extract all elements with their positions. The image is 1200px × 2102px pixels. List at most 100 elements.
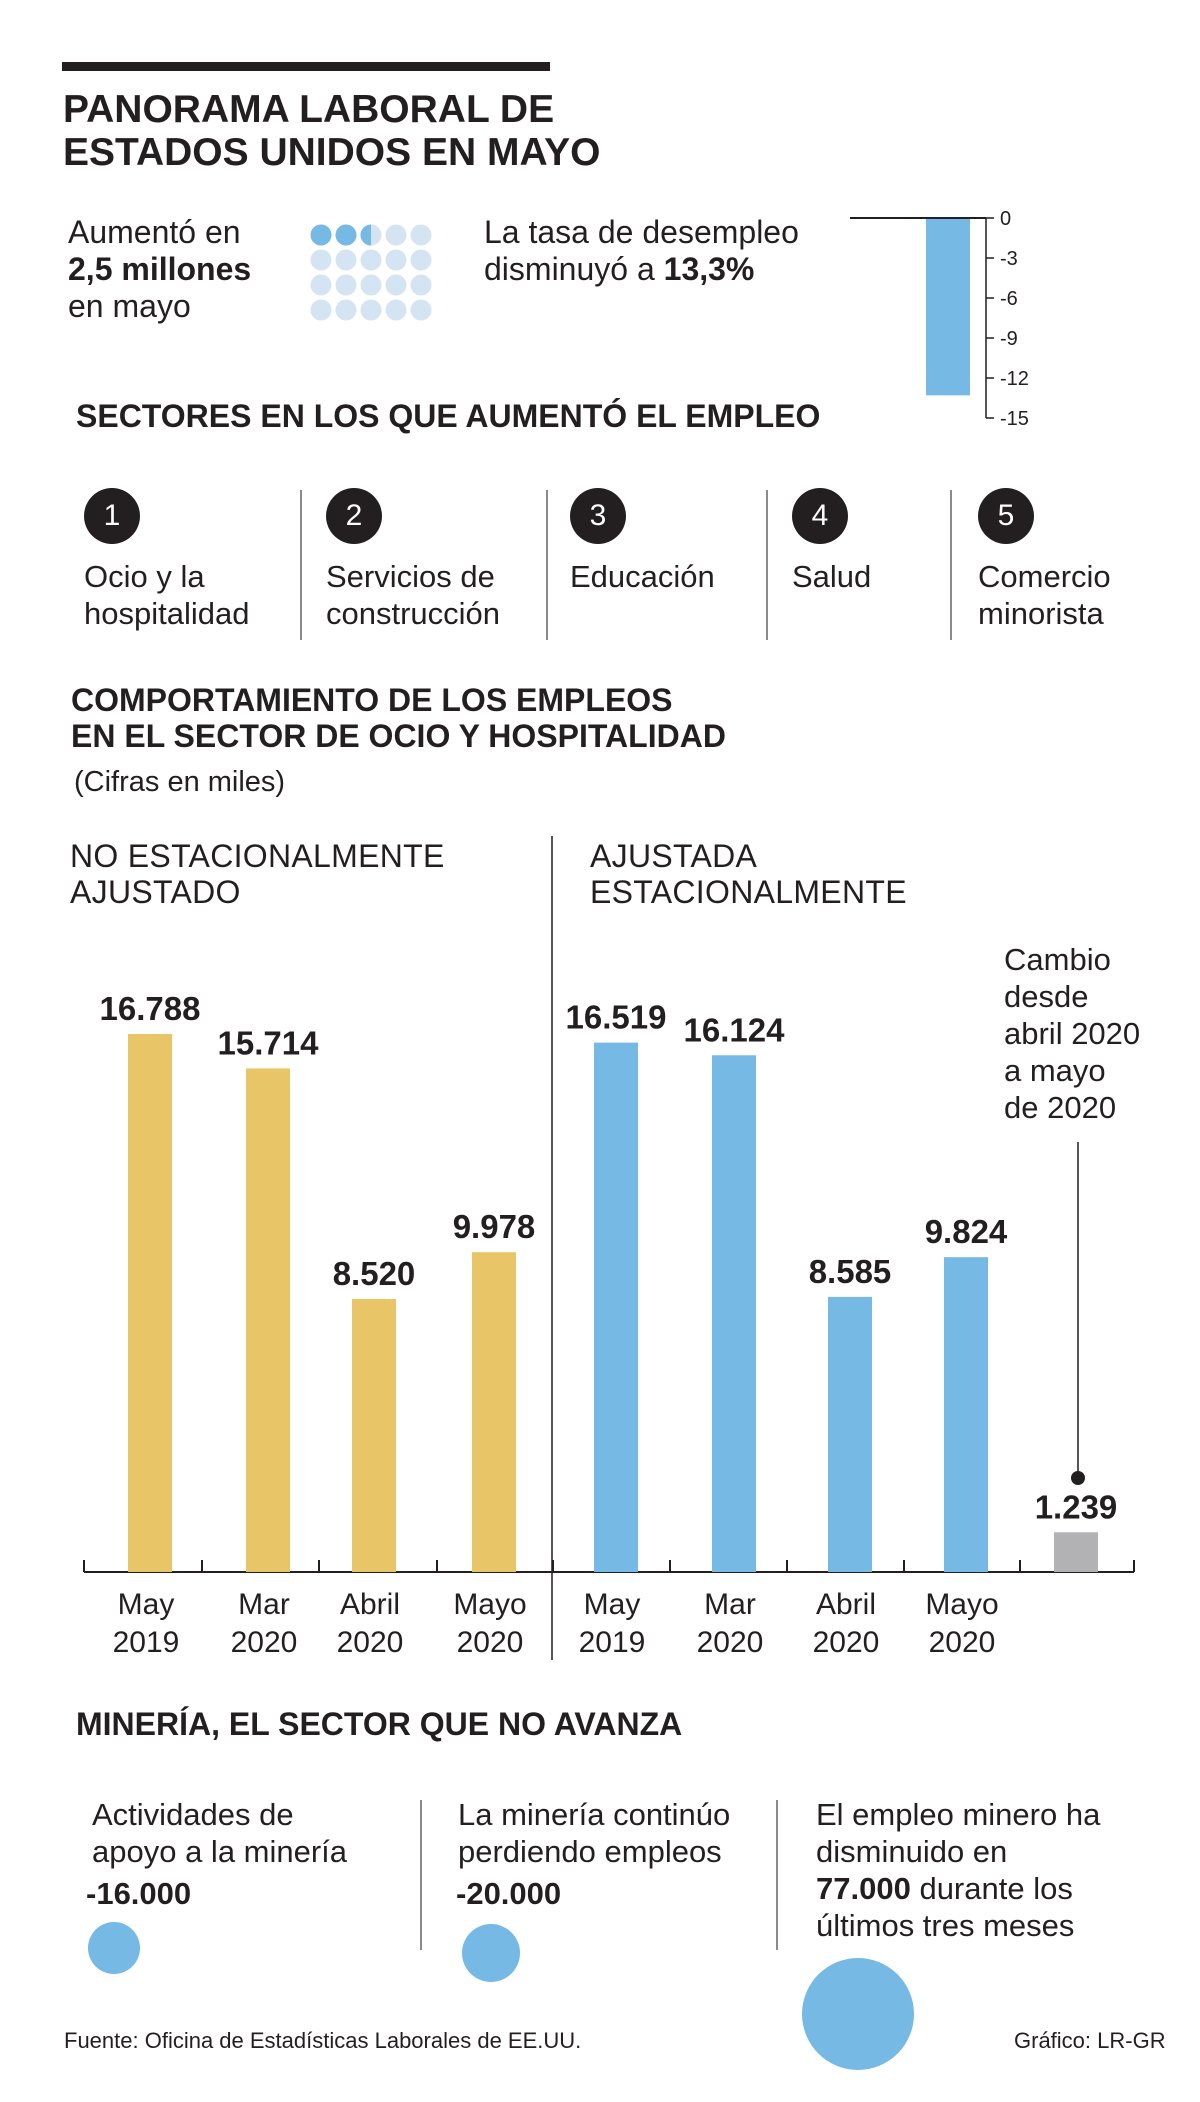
- category-label: May: [584, 1588, 641, 1621]
- rate-tick-label: -6: [1000, 288, 1018, 310]
- sector-1: 1 Ocio y la hospitalidad: [84, 488, 249, 636]
- change-note-text: abril 2020: [1004, 1016, 1140, 1051]
- bar: [246, 1068, 290, 1572]
- page-title: PANORAMA LABORAL DE ESTADOS UNIDOS EN MA…: [63, 88, 763, 174]
- sector-4-number: 4: [792, 488, 848, 544]
- change-note-text: a mayo: [1004, 1053, 1106, 1088]
- rate-tick-label: -3: [1000, 248, 1018, 270]
- rate-tick-label: -9: [1000, 328, 1018, 350]
- leisure-jobs-bar-chart: 16.788 15.714 8.520 9.978 16.519 16.124 8.585 9…: [83, 836, 1140, 1660]
- sector-5-label-2: minorista: [978, 596, 1104, 631]
- dot: [335, 299, 357, 321]
- dot: [385, 274, 407, 296]
- jobs-dot-grid: [310, 224, 432, 321]
- dot-filled: [310, 224, 332, 246]
- change-note-text: Cambio: [1004, 942, 1111, 977]
- category-label-year: 2020: [697, 1626, 764, 1659]
- sector-5: 5 Comercio minorista: [978, 488, 1111, 636]
- bar: [128, 1034, 172, 1572]
- panel-title-adjusted: AJUSTADA ESTACIONALMENTE: [590, 838, 907, 910]
- sector-2-label: Servicios de: [326, 559, 495, 594]
- bar-value-label: 16.124: [684, 1011, 786, 1048]
- bar: [1054, 1532, 1098, 1572]
- mining-total-block: El empleo minero ha disminuido en 77.000…: [816, 1796, 1100, 1944]
- panel-title-not-adjusted: NO ESTACIONALMENTE AJUSTADO: [70, 838, 445, 910]
- panel-2-title-1: AJUSTADA: [590, 838, 758, 874]
- dot: [360, 299, 382, 321]
- mining-divider: [776, 1800, 778, 1950]
- category-label-year: 2020: [231, 1626, 298, 1659]
- bar: [944, 1257, 988, 1572]
- title-line-1: PANORAMA LABORAL DE: [63, 88, 555, 131]
- change-note-dot: [1071, 1471, 1085, 1485]
- mining-support-block: Actividades de apoyo a la minería -16.00…: [86, 1796, 348, 1912]
- mining-total-circle: [802, 1958, 914, 2070]
- dot: [385, 299, 407, 321]
- bar-value-label: 1.239: [1035, 1488, 1118, 1525]
- bar-value-label: 8.520: [333, 1255, 416, 1292]
- bar-value-label: 16.519: [566, 999, 667, 1036]
- unemployment-rate-chart: 0 -3 -6 -9 -12 -15: [850, 210, 1029, 430]
- rate-summary: La tasa de desempleo disminuyó a 13,3%: [484, 214, 799, 288]
- mining-loss-block: La minería continúo perdiendo empleos -2…: [456, 1796, 731, 1912]
- dot-filled: [335, 224, 357, 246]
- jobs-summary: Aumentó en 2,5 millones en mayo: [68, 214, 251, 325]
- rate-value: 13,3%: [663, 251, 755, 287]
- dot: [385, 224, 407, 246]
- sector-3-number: 3: [570, 488, 626, 544]
- mining-total-line-4: últimos tres meses: [816, 1908, 1075, 1943]
- behavior-heading-2: EN EL SECTOR DE OCIO Y HOSPITALIDAD: [71, 718, 726, 754]
- sector-2-number: 2: [326, 488, 382, 544]
- dot: [310, 299, 332, 321]
- mining-support-line-1: Actividades de: [92, 1797, 294, 1832]
- mining-loss-line-1: La minería continúo: [458, 1797, 731, 1832]
- sector-2: 2 Servicios de construcción: [326, 488, 500, 636]
- bar-value-label: 9.978: [453, 1208, 536, 1245]
- bar: [828, 1296, 872, 1572]
- category-label: Mayo: [453, 1588, 526, 1621]
- sector-3-label: Educación: [570, 559, 715, 594]
- panel-1-title-1: NO ESTACIONALMENTE: [70, 838, 445, 874]
- sector-1-label: Ocio y la: [84, 559, 205, 594]
- rate-tick-label: -15: [1000, 408, 1029, 430]
- mining-total-line-3: durante los: [919, 1871, 1073, 1906]
- bar-value-label: 15.714: [218, 1024, 320, 1061]
- category-label-year: 2020: [337, 1626, 404, 1659]
- sector-divider: [950, 490, 952, 640]
- mining-divider: [420, 1800, 422, 1950]
- top-rule: [62, 62, 550, 71]
- category-label-year: 2020: [929, 1626, 996, 1659]
- panel-2-title-2: ESTACIONALMENTE: [590, 874, 907, 910]
- change-note-text: de 2020: [1004, 1090, 1116, 1125]
- sector-5-label: Comercio: [978, 559, 1111, 594]
- title-line-2: ESTADOS UNIDOS EN MAYO: [63, 131, 601, 174]
- rate-line-1: La tasa de desempleo: [484, 214, 799, 250]
- dot: [335, 249, 357, 271]
- mining-total-line-2: disminuido en: [816, 1834, 1008, 1869]
- sector-1-number: 1: [84, 488, 140, 544]
- dot: [410, 224, 432, 246]
- bar: [352, 1298, 396, 1572]
- sector-4: 4 Salud: [792, 488, 871, 636]
- change-note-text: desde: [1004, 979, 1088, 1014]
- sector-divider: [766, 490, 768, 640]
- sector-5-number: 5: [978, 488, 1034, 544]
- category-label-year: 2020: [813, 1626, 880, 1659]
- dot: [410, 299, 432, 321]
- mining-loss-line-2: perdiendo empleos: [458, 1834, 722, 1869]
- rate-line-2: disminuyó a: [484, 251, 655, 287]
- bar: [712, 1055, 756, 1572]
- bar-value-label: 16.788: [100, 990, 201, 1027]
- jobs-value: 2,5 millones: [68, 251, 252, 287]
- bar: [472, 1252, 516, 1572]
- mining-support-line-2: apoyo a la minería: [92, 1834, 348, 1869]
- units-note: (Cifras en miles): [74, 766, 286, 798]
- dot: [410, 274, 432, 296]
- sector-divider: [546, 490, 548, 640]
- sector-4-label: Salud: [792, 559, 872, 594]
- footer-credit: Gráfico: LR-GR: [1014, 2028, 1166, 2053]
- category-label: Mar: [704, 1588, 756, 1621]
- bar-value-label: 8.585: [809, 1253, 892, 1290]
- jobs-post: en mayo: [68, 288, 191, 324]
- category-label-year: 2019: [113, 1626, 180, 1659]
